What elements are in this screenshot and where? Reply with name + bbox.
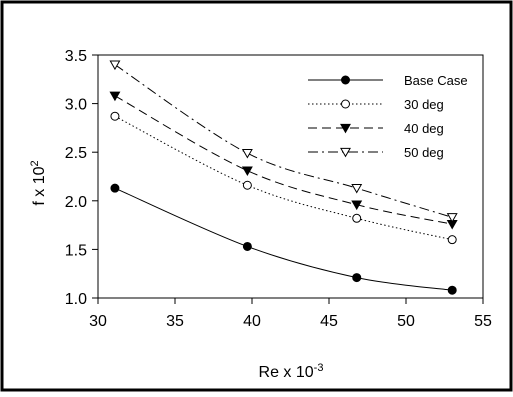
- data-point: [352, 273, 362, 283]
- data-point: [351, 200, 363, 211]
- data-point: [109, 60, 121, 71]
- data-point: [447, 235, 457, 245]
- legend-label: 30 deg: [404, 97, 444, 112]
- legend-marker: [340, 123, 351, 134]
- y-axis-ticks: 1.0 1.5 2.0 2.5 3.0 3.5: [65, 48, 98, 308]
- x-tick-label: 40: [243, 313, 261, 330]
- x-axis-ticks: 30 35 40 45 50 55: [89, 298, 492, 330]
- svg-text:f x 102: f x 102: [29, 160, 48, 205]
- legend-label: 50 deg: [404, 145, 444, 160]
- legend-label: 40 deg: [404, 121, 444, 136]
- y-tick-label: 2.0: [65, 194, 87, 211]
- data-point: [242, 180, 252, 190]
- y-tick-label: 3.5: [65, 48, 87, 65]
- data-point: [352, 213, 362, 223]
- series-50-deg: [109, 60, 458, 223]
- x-axis-label-exponent: -3: [314, 362, 324, 374]
- data-point: [241, 166, 253, 177]
- series-line: [114, 64, 453, 218]
- legend-entry: 50 deg: [308, 145, 444, 160]
- x-tick-label: 35: [166, 313, 184, 330]
- x-tick-label: 50: [397, 313, 415, 330]
- x-tick-label: 55: [474, 313, 492, 330]
- series-layer: [109, 60, 458, 295]
- x-tick-label: 45: [320, 313, 338, 330]
- series-line: [114, 115, 453, 241]
- data-point: [242, 241, 252, 251]
- x-axis-label: Re x 10-3: [259, 362, 324, 381]
- data-point: [241, 148, 253, 159]
- y-tick-label: 3.0: [65, 97, 87, 114]
- legend-entry: Base Case: [308, 73, 468, 88]
- plot-area-frame: [97, 54, 484, 299]
- svg-text:Re x 10-3: Re x 10-3: [259, 362, 324, 381]
- legend: Base Case 30 deg 40 deg 50 deg: [308, 73, 468, 160]
- y-axis-label-base: f x 10: [31, 166, 48, 205]
- y-tick-label: 2.5: [65, 145, 87, 162]
- series-base-case: [110, 183, 457, 295]
- data-point: [351, 183, 363, 194]
- legend-label: Base Case: [404, 73, 468, 88]
- y-axis-label: f x 102: [29, 160, 48, 205]
- y-tick-label: 1.0: [65, 291, 87, 308]
- data-point: [110, 111, 120, 121]
- legend-marker: [340, 147, 351, 158]
- series-40-deg: [109, 91, 458, 230]
- data-point: [447, 285, 457, 295]
- y-tick-label: 1.5: [65, 242, 87, 259]
- legend-marker: [341, 75, 350, 85]
- x-axis-label-base: Re x 10: [259, 364, 314, 381]
- legend-entry: 30 deg: [308, 97, 444, 112]
- legend-marker: [341, 99, 350, 109]
- y-axis-label-exponent: 2: [29, 160, 41, 166]
- data-point: [446, 213, 458, 223]
- legend-entry: 40 deg: [308, 121, 444, 136]
- data-point: [110, 183, 120, 193]
- series-line: [114, 95, 453, 225]
- series-line: [114, 187, 453, 291]
- series-30-deg: [110, 111, 457, 245]
- x-tick-label: 30: [89, 313, 107, 330]
- data-point: [109, 91, 121, 102]
